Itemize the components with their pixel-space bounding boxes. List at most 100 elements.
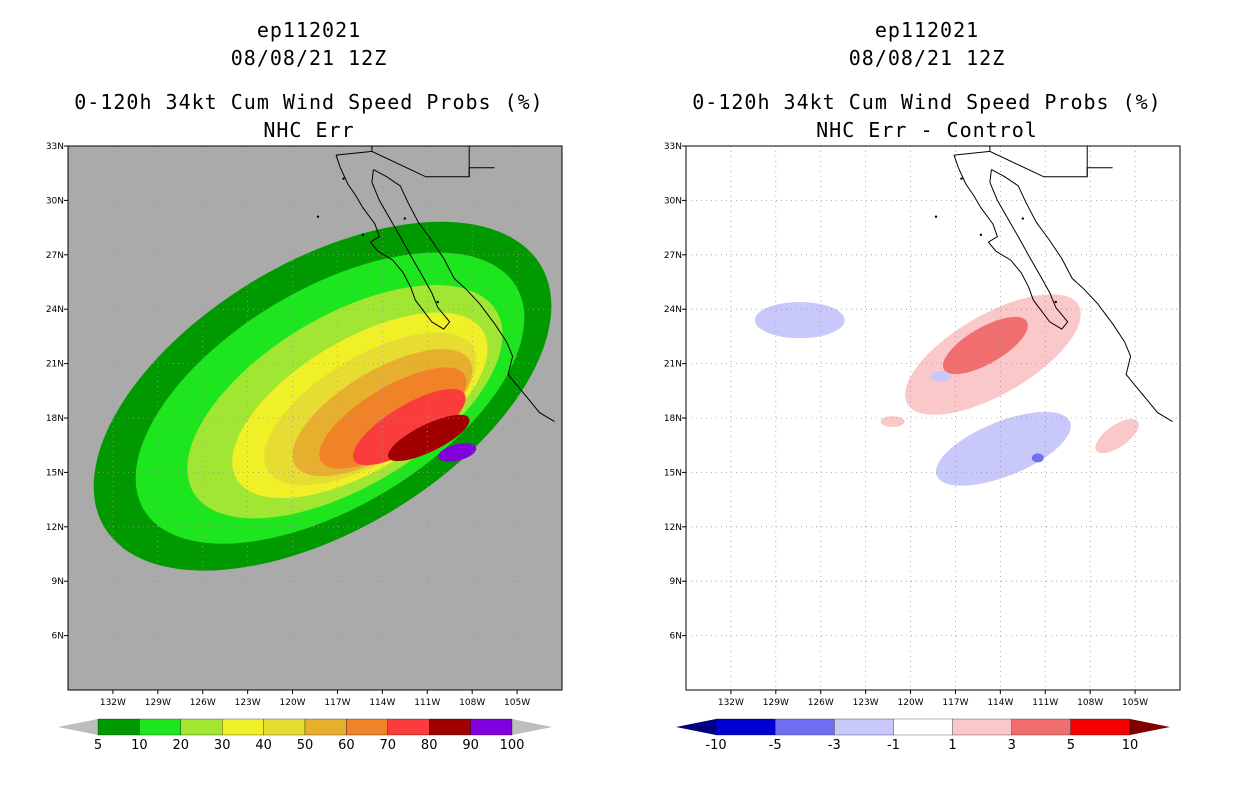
y-tick-label: 6N xyxy=(52,632,64,642)
colorbar-difference: -10 -5 -3 -1 1 3 5 10 xyxy=(676,718,1170,753)
island-marker xyxy=(934,215,938,218)
diff-region-negative xyxy=(935,411,1071,486)
contour-70 xyxy=(352,389,466,466)
right-panel: ep112021 08/08/21 12Z 0-120h 34kt Cum Wi… xyxy=(618,0,1236,800)
x-tick-label: 129W xyxy=(145,698,171,708)
y-tick-label: 12N xyxy=(664,523,682,533)
colorbar-label: 100 xyxy=(500,738,525,753)
x-tick-label: 117W xyxy=(942,698,968,708)
x-tick-label: 123W xyxy=(235,698,261,708)
x-tick-label: 117W xyxy=(324,698,350,708)
x-tick-label: 126W xyxy=(808,698,834,708)
colorbar-label: -5 xyxy=(769,738,782,753)
difference-regions xyxy=(754,294,1139,486)
colorbar-label: 30 xyxy=(214,738,231,753)
contour-80 xyxy=(388,414,470,462)
mainland-coastline xyxy=(373,169,555,423)
x-tick-label: 105W xyxy=(1122,698,1148,708)
colorbar-label: 50 xyxy=(297,738,314,753)
colorbar-label: 40 xyxy=(255,738,272,753)
coastline-group xyxy=(934,146,1173,423)
island-marker xyxy=(342,177,345,180)
map-background xyxy=(686,146,1180,690)
colorbar-swatch xyxy=(893,718,953,736)
x-tick-label: 105W xyxy=(504,698,530,708)
island-marker xyxy=(316,215,320,218)
colorbar-label: 60 xyxy=(338,738,355,753)
contour-90 xyxy=(438,443,477,462)
y-tick-label: 21N xyxy=(46,360,64,370)
x-tick-label: 111W xyxy=(1032,698,1058,708)
baja-coastline xyxy=(953,154,1069,330)
us-mexico-border xyxy=(335,150,495,178)
probability-contours xyxy=(93,221,552,571)
valid-time-title: 08/08/21 12Z xyxy=(848,46,1006,70)
colorbar-label: -10 xyxy=(705,738,726,753)
y-tick-label: 9N xyxy=(52,577,64,587)
x-tick-label: 114W xyxy=(369,698,395,708)
x-tick-label: 123W xyxy=(853,698,879,708)
y-tick-label: 12N xyxy=(46,523,64,533)
colorbar-swatch xyxy=(715,718,776,736)
y-tick-label: 27N xyxy=(664,251,682,261)
y-tick-label: 6N xyxy=(670,632,682,642)
island-marker xyxy=(361,233,365,237)
y-tick-label: 21N xyxy=(664,360,682,370)
y-tick-label: 15N xyxy=(664,468,682,478)
x-tick-label: 120W xyxy=(280,698,306,708)
product-subtitle: NHC Err - Control xyxy=(816,118,1038,142)
x-tick-label: 120W xyxy=(898,698,924,708)
colorbar-swatch xyxy=(387,718,430,736)
island-marker xyxy=(436,300,439,304)
colorbar-swatch xyxy=(429,718,471,736)
colorbar-swatch xyxy=(97,718,140,736)
colorbar-label: -3 xyxy=(828,738,841,753)
case-id-title: ep112021 xyxy=(874,18,980,42)
y-tick-label: 9N xyxy=(670,577,682,587)
colorbar-under-arrow xyxy=(676,719,716,735)
right-chart: 132W 129W 126W 123W 120W 117W 114W 111W 108W 105W… xyxy=(664,142,1181,753)
colorbar-swatch xyxy=(180,718,223,736)
colorbar-label: 5 xyxy=(94,738,102,753)
y-tick-label: 18N xyxy=(664,414,682,424)
colorbar-label: 10 xyxy=(131,738,148,753)
product-title: 0-120h 34kt Cum Wind Speed Probs (%) xyxy=(74,90,544,114)
colorbar-label: 20 xyxy=(173,738,190,753)
left-panel: ep112021 08/08/21 12Z 0-120h 34kt Cum Wi… xyxy=(46,18,563,753)
island-marker xyxy=(1054,300,1057,304)
diff-region-positive xyxy=(1095,419,1139,454)
colorbar-swatch xyxy=(470,718,513,736)
colorbar-swatch xyxy=(952,718,1012,736)
y-tick-label: 24N xyxy=(46,305,64,315)
colorbar-swatch xyxy=(346,718,388,736)
gridlines-group xyxy=(68,145,562,690)
valid-time-title: 08/08/21 12Z xyxy=(230,46,388,70)
diff-region-negative xyxy=(1031,453,1044,463)
diff-region-negative xyxy=(930,370,951,382)
y-tick-label: 15N xyxy=(46,468,64,478)
colorbar-swatch xyxy=(222,718,264,736)
product-title: 0-120h 34kt Cum Wind Speed Probs (%) xyxy=(692,90,1162,114)
colorbar-swatch xyxy=(774,718,835,736)
colorbar-over-arrow xyxy=(1130,719,1170,735)
coastline-group xyxy=(316,146,555,423)
y-tick-label: 33N xyxy=(46,142,64,152)
colorbar-label: 70 xyxy=(380,738,397,753)
x-tick-label: 132W xyxy=(718,698,744,708)
colorbar-probability: 5 10 20 30 40 50 60 70 80 90 100 xyxy=(58,718,552,753)
island-marker xyxy=(960,177,963,180)
x-tick-label: 111W xyxy=(414,698,440,708)
colorbar-label: 1 xyxy=(948,738,956,753)
island-marker xyxy=(1021,217,1025,220)
y-tick-label: 30N xyxy=(46,196,64,206)
colorbar-label: 80 xyxy=(421,738,438,753)
diff-region-positive xyxy=(942,316,1028,375)
y-tick-label: 24N xyxy=(664,305,682,315)
y-tick-label: 27N xyxy=(46,251,64,261)
x-tick-label: 126W xyxy=(190,698,216,708)
island-marker xyxy=(403,217,407,220)
y-tick-label: 30N xyxy=(664,196,682,206)
left-chart: 132W 129W 126W 123W 120W 117W 114W 111W 108W 105W… xyxy=(46,142,563,753)
x-tick-label: 129W xyxy=(763,698,789,708)
colorbar-swatch xyxy=(263,718,306,736)
